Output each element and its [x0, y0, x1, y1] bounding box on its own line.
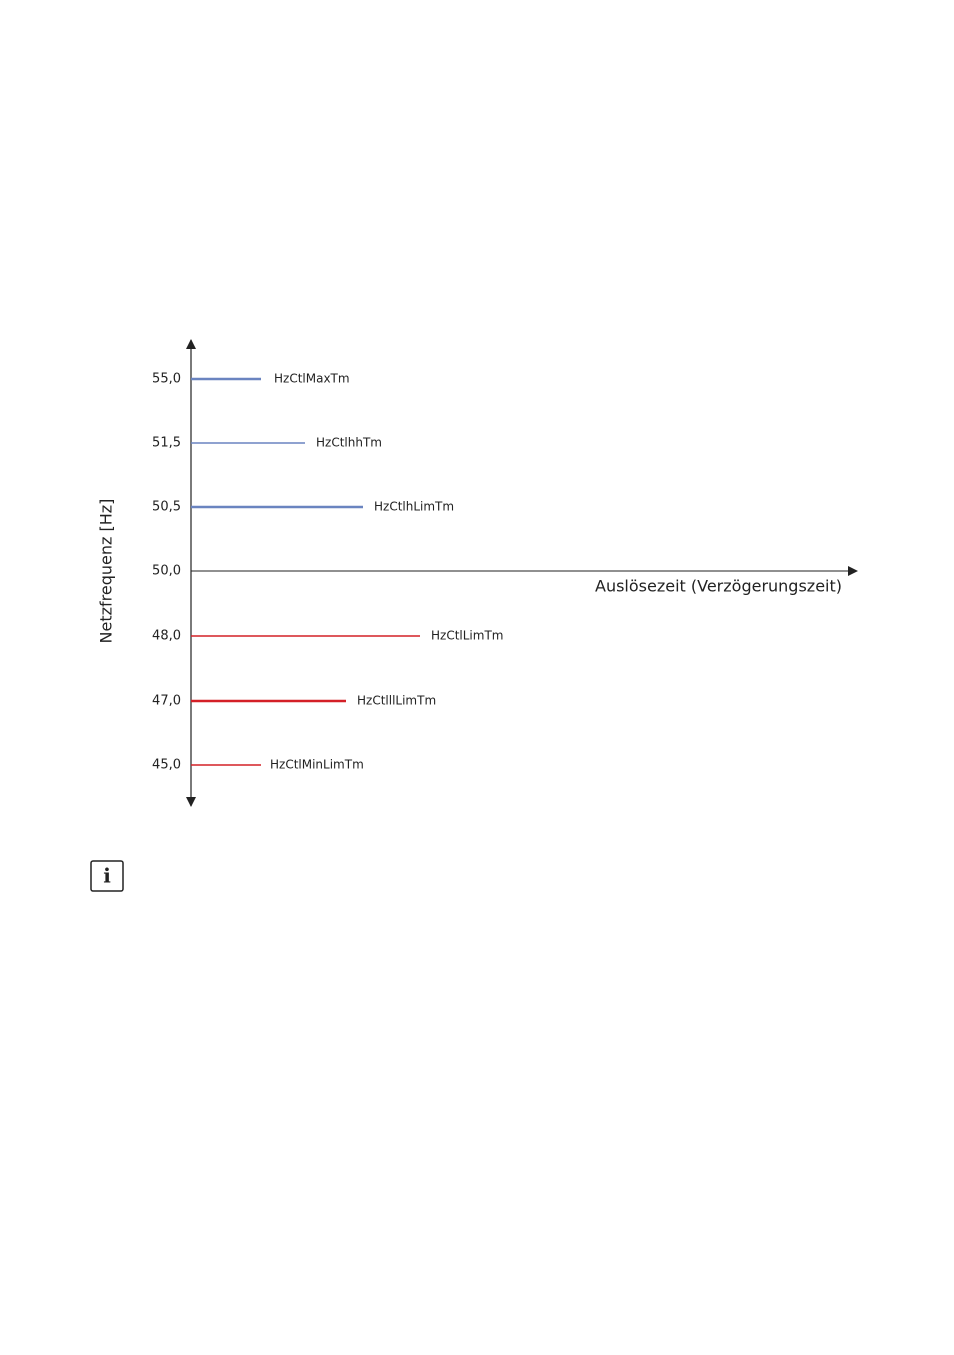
- level-label: 55,0: [152, 372, 181, 387]
- parameter-label: HzCtlhLimTm: [374, 500, 454, 514]
- level-label: 51,5: [152, 436, 181, 451]
- parameter-label: HzCtlhhTm: [316, 436, 382, 450]
- parameter-label: HzCtlllLimTm: [357, 694, 436, 708]
- level-label: 45,0: [152, 758, 181, 773]
- y-axis-label: Netzfrequenz [Hz]: [97, 499, 116, 644]
- level-label: 47,0: [152, 694, 181, 709]
- parameter-label: HzCtlMaxTm: [274, 372, 350, 386]
- x-axis-label: Auslösezeit (Verzögerungszeit): [595, 577, 842, 596]
- parameter-label: HzCtlMinLimTm: [270, 758, 364, 772]
- level-label: 50,0: [152, 564, 181, 579]
- level-label: 50,5: [152, 500, 181, 515]
- parameter-label: HzCtlLimTm: [431, 629, 503, 643]
- svg-text:i: i: [103, 864, 111, 888]
- level-label: 48,0: [152, 629, 181, 644]
- info-icon: i: [90, 860, 124, 892]
